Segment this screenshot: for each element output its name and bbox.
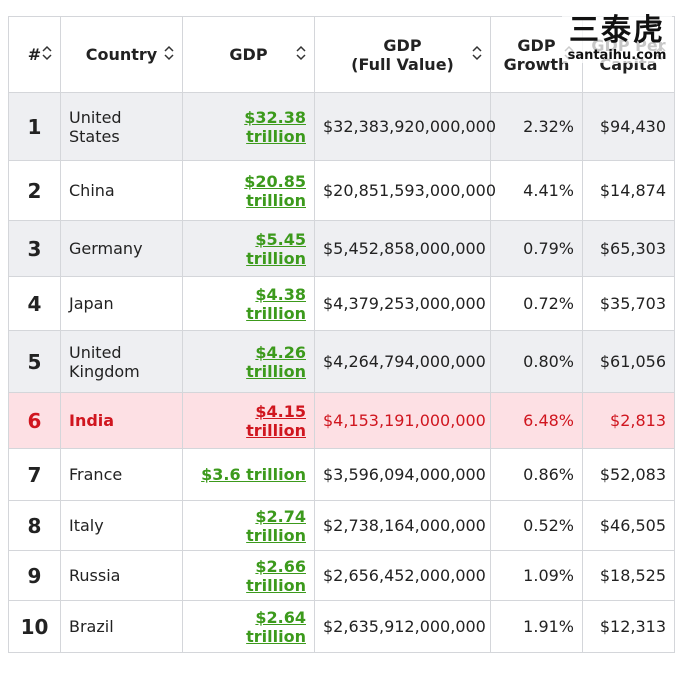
gdp-link[interactable]: $4.15 trillion — [182, 392, 315, 449]
cell: 3 — [8, 220, 61, 277]
table-row: 6 India $4.15 trillion $4,153,191,000,000 6.… — [8, 392, 675, 449]
column-header[interactable]: # — [8, 16, 61, 93]
cell: $32,383,920,000,000 — [314, 92, 496, 161]
cell: 2.32% — [490, 92, 583, 161]
table-row: 4 Japan $4.38 trillion $4,379,253,000,000 0.… — [8, 276, 675, 331]
cell: 5 — [8, 330, 61, 393]
table-row: 10 Brazil $2.64 trillion $2,635,912,000,000… — [8, 600, 675, 653]
cell: $18,525 — [582, 550, 675, 601]
header-label: # — [27, 45, 42, 64]
cell: $2,635,912,000,000 — [314, 600, 491, 653]
gdp-link[interactable]: $32.38 trillion — [182, 92, 315, 161]
cell: $4,153,191,000,000 — [314, 392, 491, 449]
cell: $46,505 — [582, 500, 675, 551]
cell: $4,379,253,000,000 — [314, 276, 491, 331]
gdp-link[interactable]: $2.74 trillion — [182, 500, 315, 551]
cell: 6.48% — [490, 392, 583, 449]
cell: 8 — [8, 500, 61, 551]
table-row: 9 Russia $2.66 trillion $2,656,452,000,000 1… — [8, 550, 675, 601]
sort-icon[interactable] — [296, 45, 306, 61]
cell: 10 — [8, 600, 61, 653]
table-row: 1 United States $32.38 trillion $32,383,920… — [8, 92, 675, 161]
cell: $14,874 — [582, 160, 675, 221]
column-header[interactable]: Country — [60, 16, 183, 93]
gdp-link[interactable]: $4.38 trillion — [182, 276, 315, 331]
cell: 9 — [8, 550, 61, 601]
cell: United Kingdom — [60, 330, 183, 393]
cell: $2,738,164,000,000 — [314, 500, 491, 551]
cell: $2,813 — [582, 392, 675, 449]
cell: 2 — [8, 160, 61, 221]
cell: 4.41% — [490, 160, 583, 221]
gdp-link[interactable]: $4.26 trillion — [182, 330, 315, 393]
cell: 6 — [8, 392, 61, 449]
cell: $94,430 — [582, 92, 675, 161]
cell: 0.86% — [490, 448, 583, 501]
cell: 7 — [8, 448, 61, 501]
table-row: 8 Italy $2.74 trillion $2,738,164,000,000 0.… — [8, 500, 675, 551]
gdp-link[interactable]: $20.85 trillion — [182, 160, 315, 221]
cell: $4,264,794,000,000 — [314, 330, 491, 393]
cell: $3,596,094,000,000 — [314, 448, 491, 501]
table-row: 2 China $20.85 trillion $20,851,593,000,000… — [8, 160, 675, 221]
column-header[interactable]: GDP — [182, 16, 315, 93]
table-row: 3 Germany $5.45 trillion $5,452,858,000,000… — [8, 220, 675, 277]
header-label: GDP Growth — [503, 35, 570, 74]
cell: 0.72% — [490, 276, 583, 331]
sort-icon[interactable] — [42, 45, 52, 61]
cell: $61,056 — [582, 330, 675, 393]
table-body: 1 United States $32.38 trillion $32,383,920… — [8, 92, 675, 653]
cell: $12,313 — [582, 600, 675, 653]
watermark-name: 三泰虎 — [569, 13, 665, 48]
cell: 4 — [8, 276, 61, 331]
cell: 1.91% — [490, 600, 583, 653]
cell: $65,303 — [582, 220, 675, 277]
cell: $5,452,858,000,000 — [314, 220, 491, 277]
table-row: 7 France $3.6 trillion $3,596,094,000,000 0.… — [8, 448, 675, 501]
header-label: GDP (Full Value) — [351, 35, 454, 74]
cell: United States — [60, 92, 183, 161]
cell: France — [60, 448, 183, 501]
cell: Japan — [60, 276, 183, 331]
header-label: GDP — [229, 45, 268, 64]
sort-icon[interactable] — [472, 45, 482, 61]
cell: Italy — [60, 500, 183, 551]
cell: $35,703 — [582, 276, 675, 331]
cell: Russia — [60, 550, 183, 601]
cell: 0.80% — [490, 330, 583, 393]
cell: $20,851,593,000,000 — [314, 160, 496, 221]
watermark: 三泰虎 santaihu.com — [562, 14, 672, 63]
cell: $52,083 — [582, 448, 675, 501]
gdp-link[interactable]: $2.66 trillion — [182, 550, 315, 601]
watermark-site: santaihu.com — [567, 48, 667, 63]
sort-icon[interactable] — [164, 45, 174, 61]
cell: 1.09% — [490, 550, 583, 601]
cell: 0.52% — [490, 500, 583, 551]
table-row: 5 United Kingdom $4.26 trillion $4,264,794,… — [8, 330, 675, 393]
gdp-link[interactable]: $3.6 trillion — [182, 448, 315, 501]
cell: Germany — [60, 220, 183, 277]
cell: India — [60, 392, 183, 449]
gdp-link[interactable]: $5.45 trillion — [182, 220, 315, 277]
cell: $2,656,452,000,000 — [314, 550, 491, 601]
cell: China — [60, 160, 183, 221]
header-label: Country — [85, 45, 158, 64]
cell: 0.79% — [490, 220, 583, 277]
cell: Brazil — [60, 600, 183, 653]
gdp-link[interactable]: $2.64 trillion — [182, 600, 315, 653]
cell: 1 — [8, 92, 61, 161]
column-header[interactable]: GDP (Full Value) — [314, 16, 491, 93]
